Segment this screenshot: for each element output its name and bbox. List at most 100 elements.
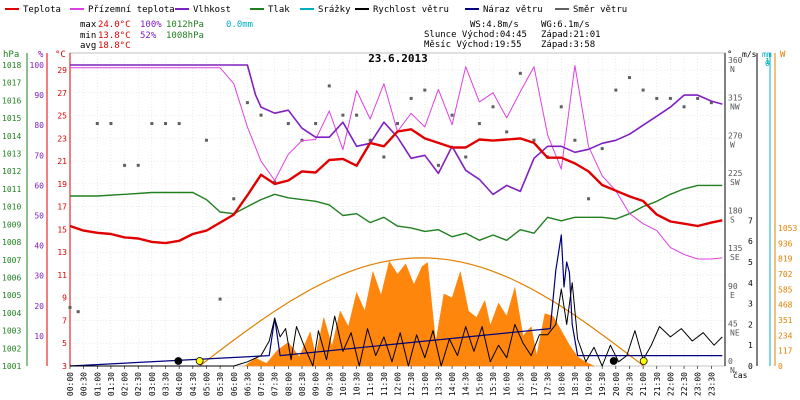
max-rain: 0.0mm [226,20,253,30]
pct-tick-label: 80 [34,121,44,130]
dir-name-label: W [730,140,735,149]
min-pressure: 1008hPa [166,31,204,41]
wind-direction-point [587,197,591,201]
x-tick-label: 14:00 [448,372,457,396]
wind-direction-point [382,155,386,159]
wind-direction-point [423,88,427,92]
w-tick-label: 819 [778,255,793,264]
moonset-marker [174,357,183,365]
wind-direction-point [368,138,372,142]
max-temp: 24.0°C [98,20,131,30]
w-tick-label: 585 [778,285,793,294]
x-tick-label: 05:30 [216,372,225,396]
x-tick-label: 02:30 [134,372,143,396]
stats-block: max 24.0°C 100% 1012hPa 0.0mm min 13.8°C… [80,20,601,51]
ms-tick-label: 2 [748,320,753,329]
w-tick-label: 117 [778,347,793,356]
temp-tick-label: 11 [57,271,67,280]
x-tick-label: 07:00 [257,372,266,396]
x-tick-label: 00:30 [80,372,89,396]
x-tick-label: 09:30 [325,372,334,396]
wg-value: WG:6.1m/s [541,20,590,30]
ms-unit: m/s [742,50,757,59]
x-tick-label: 23:00 [694,372,703,396]
x-tick-label: 01:30 [107,372,116,396]
x-tick-label: 03:30 [162,372,171,396]
legend-label: Rychlost větru [373,5,449,15]
dir-name-label: N [730,65,735,74]
legend: Teplota Přízemní teplota Vlhkost Tlak Srážky… [5,5,627,15]
x-tick-label: 10:30 [353,372,362,396]
x-tick-label: 01:00 [93,372,102,396]
x-tick-label: 14:30 [462,372,471,396]
x-tick-label: 09:00 [312,372,321,396]
hpa-tick-label: 1012 [2,167,21,176]
wind-direction-point [450,113,454,117]
sun-elevation-curve [199,257,645,367]
wind-direction-point [355,113,359,117]
legend-label: Srážky [318,5,351,15]
wind-direction-point [668,96,672,100]
hpa-unit: hPa [3,50,19,60]
pct-tick-label: 100 [30,61,45,70]
hpa-tick-label: 1018 [2,61,21,70]
wind-direction-point [95,122,99,126]
pct-tick-label: 50 [34,212,44,221]
wind-direction-point [76,310,80,314]
x-tick-label: 12:00 [394,372,403,396]
w-tick-label: 1053 [778,224,797,233]
x-tick-label: 18:30 [571,372,580,396]
temp-unit: °C [55,50,66,60]
sunrise-marker [195,357,204,365]
hpa-tick-label: 1003 [2,327,21,336]
dir-name-label: SE [730,253,740,262]
solar-radiation-area [244,260,595,367]
wind-direction-point [573,138,577,142]
max-pressure: 1012hPa [166,20,204,30]
dir-name-label: SW [730,178,740,187]
wind-direction-point [477,122,481,126]
ms-tick-label: 0 [748,362,753,371]
pct-tick-label: 60 [34,181,44,190]
x-tick-label: 04:30 [189,372,198,396]
chart-title: 23.6.2013 [368,52,428,65]
pct-tick-label: 30 [34,272,44,281]
moon-set-time: Západ:3:58 [541,40,595,50]
temp-tick-label: 5 [62,339,67,348]
dir-tick-label: 0 [728,357,733,366]
hpa-tick-label: 1011 [2,185,21,194]
hpa-tick-label: 1015 [2,114,21,123]
wind-direction-point [532,138,536,142]
legend-label: Náraz větru [483,5,543,15]
wind-direction-point [559,105,563,109]
wind-direction-point [614,88,618,92]
avg-temp: 18.8°C [98,41,131,51]
x-tick-label: 22:00 [666,372,675,396]
humidity-line [70,64,723,196]
hpa-tick-label: 1006 [2,273,21,282]
x-tick-label: 05:00 [202,372,211,396]
x-tick-label: 15:00 [475,372,484,396]
wind-direction-point [600,147,604,151]
sunset-marker [639,357,648,365]
temp-tick-label: 7 [62,316,67,325]
x-axis-label: čas [733,370,748,380]
wind-direction-point [245,101,249,105]
x-tick-label: 23:30 [707,372,716,396]
x-tick-label: 16:00 [503,372,512,396]
legend-label: Vlhkost [193,5,231,15]
x-tick-label: 11:30 [380,372,389,396]
x-tick-label: 06:00 [230,372,239,396]
x-tick-label: 10:00 [339,372,348,396]
moonrise-marker [609,357,618,365]
wind-direction-point [696,96,700,100]
hpa-tick-label: 1001 [2,362,21,371]
dir-unit: ° [727,50,732,60]
pct-tick-label: 70 [34,151,44,160]
ms-tick-label: 6 [748,237,753,246]
dir-tick-label: 45 [728,319,738,328]
wind-direction-point [682,105,686,109]
dir-tick-label: 180 [728,207,743,216]
wind-direction-point [341,113,345,117]
